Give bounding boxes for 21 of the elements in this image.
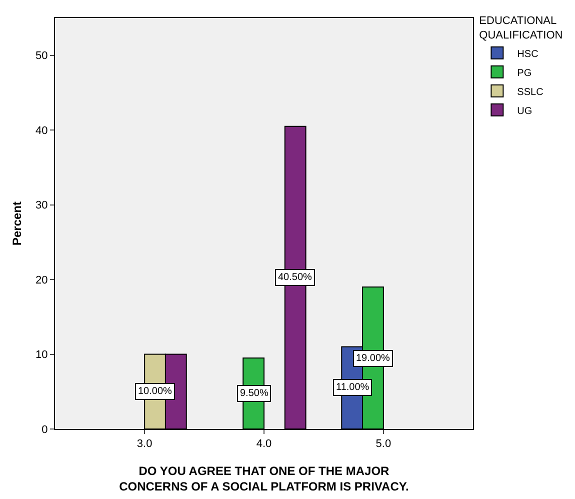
legend-label: PG <box>517 68 532 79</box>
legend-label: SSLC <box>517 86 544 98</box>
x-tick-label: 3.0 <box>136 438 152 450</box>
y-tick-label: 0 <box>42 424 48 436</box>
data-label: 11.00% <box>336 382 370 393</box>
x-tick-label: 4.0 <box>256 438 272 450</box>
y-tick-label: 20 <box>36 274 48 286</box>
y-tick-label: 40 <box>36 124 48 137</box>
data-label: 40.50% <box>278 272 312 283</box>
legend-label: HSC <box>517 48 538 60</box>
x-tick-label: 5.0 <box>376 438 392 450</box>
y-tick-label: 50 <box>36 50 48 62</box>
data-label: 9.50% <box>240 388 268 399</box>
y-axis-title: Percent <box>10 201 24 246</box>
legend-title: EDUCATIONAL QUALIFICATION <box>479 15 563 42</box>
y-tick-label: 10 <box>36 349 48 362</box>
data-label: 10.00% <box>138 386 172 397</box>
x-axis-title: DO YOU AGREE THAT ONE OF THE MAJOR CONCERNS OF A SOCIAL PLATFORM IS PRIVACY. <box>119 464 409 494</box>
y-tick-label: 30 <box>36 200 48 212</box>
legend-label: UG <box>517 106 532 117</box>
data-label: 19.00% <box>356 353 390 364</box>
